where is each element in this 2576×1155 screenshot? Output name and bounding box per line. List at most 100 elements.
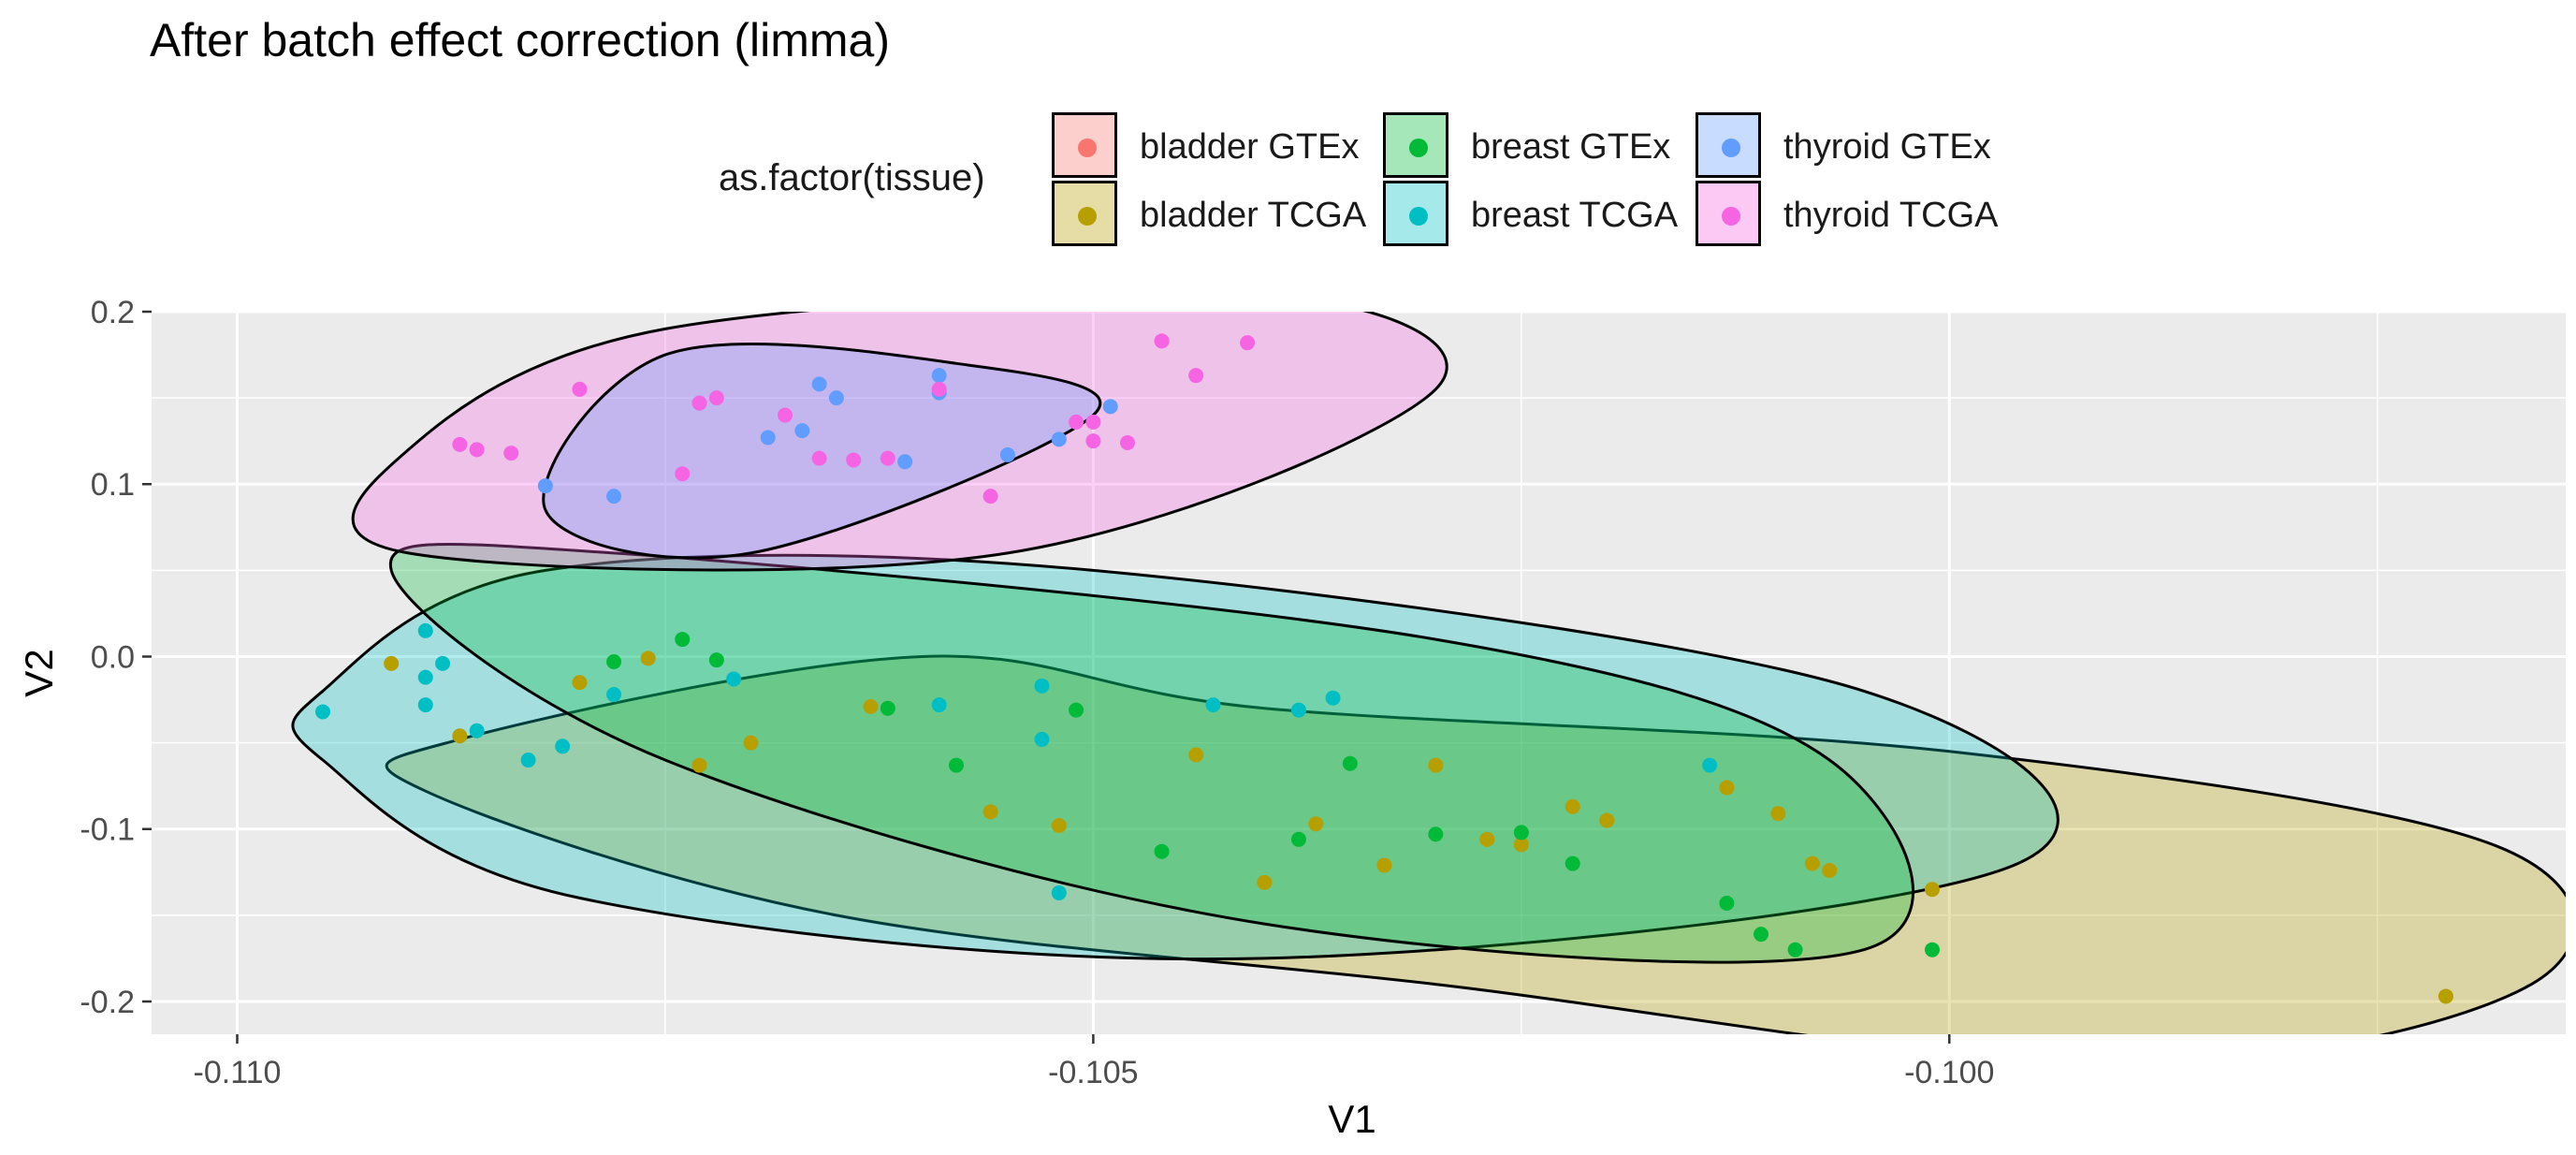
point-bladder-tcga — [1188, 747, 1204, 763]
point-thyroid-tcga — [1240, 335, 1256, 351]
point-thyroid-tcga — [1085, 414, 1101, 430]
point-breast-gtex — [1428, 826, 1444, 842]
point-bladder-tcga — [1257, 874, 1273, 890]
point-bladder-tcga — [1822, 862, 1838, 878]
legend-key-breast-gtex — [1383, 112, 1448, 178]
minor-gridlines — [152, 312, 2566, 1034]
point-bladder-tcga — [1051, 818, 1067, 834]
point-thyroid-tcga — [982, 489, 998, 504]
legend-label-bladder-gtex: bladder GTEx — [1140, 127, 1360, 167]
point-breast-tcga — [931, 697, 947, 713]
point-thyroid-tcga — [1085, 433, 1101, 449]
point-breast-gtex — [1565, 855, 1580, 871]
point-breast-tcga — [1051, 885, 1067, 900]
y-tick-label: 0.1 — [91, 467, 135, 503]
point-bladder-tcga — [1376, 857, 1392, 873]
y-axis-label: V2 — [17, 649, 61, 696]
point-breast-tcga — [417, 622, 433, 638]
point-thyroid-gtex — [931, 368, 947, 384]
point-thyroid-tcga — [1188, 368, 1204, 384]
point-thyroid-gtex — [1102, 399, 1118, 415]
legend-key-bladder-gtex — [1052, 112, 1117, 178]
x-tick-label: -0.100 — [1904, 1055, 1994, 1090]
point-thyroid-tcga — [811, 450, 827, 466]
point-thyroid-tcga — [503, 446, 519, 461]
point-bladder-tcga — [1513, 837, 1529, 853]
major-gridlines — [152, 310, 2566, 1034]
point-bladder-tcga — [1719, 780, 1735, 796]
point-thyroid-tcga — [691, 395, 707, 411]
point-breast-gtex — [1754, 927, 1768, 943]
point-bladder-tcga — [1428, 757, 1444, 773]
point-thyroid-tcga — [846, 452, 862, 468]
point-breast-tcga — [555, 738, 571, 754]
point-breast-gtex — [606, 654, 622, 670]
legend-key-bladder-tcga — [1052, 181, 1117, 246]
legend-title: as.factor(tissue) — [719, 157, 985, 198]
point-breast-gtex — [1069, 702, 1084, 718]
ellipse-thyroid-gtex — [542, 342, 1102, 560]
legend-label-thyroid-gtex: thyroid GTEx — [1783, 127, 1991, 167]
point-thyroid-tcga — [469, 442, 485, 458]
point-breast-tcga — [520, 753, 536, 768]
point-breast-tcga — [1290, 702, 1306, 718]
legend-label-thyroid-tcga: thyroid TCGA — [1783, 196, 1999, 235]
point-thyroid-gtex — [999, 446, 1015, 462]
point-thyroid-gtex — [794, 423, 810, 439]
legend-label-breast-gtex: breast GTEx — [1471, 127, 1671, 167]
point-breast-tcga — [417, 697, 433, 713]
point-thyroid-gtex — [828, 390, 844, 406]
point-bladder-tcga — [863, 698, 879, 714]
point-thyroid-gtex — [1051, 431, 1067, 447]
point-bladder-tcga — [1565, 798, 1580, 814]
point-breast-gtex — [1154, 843, 1170, 859]
point-breast-tcga — [726, 671, 742, 687]
point-bladder-tcga — [2438, 988, 2453, 1004]
point-breast-tcga — [1702, 757, 1718, 773]
point-breast-gtex — [708, 652, 724, 668]
point-thyroid-tcga — [1069, 414, 1084, 430]
point-breast-gtex — [949, 757, 964, 773]
point-breast-tcga — [417, 669, 433, 685]
y-tick-label: 0.2 — [91, 295, 135, 330]
point-breast-tcga — [1205, 697, 1221, 713]
ellipse-breast-tcga — [291, 553, 2059, 961]
point-thyroid-tcga — [931, 381, 947, 397]
x-tick-label: -0.110 — [194, 1055, 282, 1090]
point-breast-gtex — [1924, 942, 1940, 958]
point-bladder-tcga — [1599, 812, 1615, 828]
point-bladder-tcga — [452, 728, 468, 744]
point-bladder-tcga — [1770, 806, 1786, 822]
y-tick-label: -0.2 — [80, 985, 135, 1020]
point-thyroid-tcga — [1119, 435, 1135, 451]
point-breast-gtex — [1787, 942, 1803, 958]
x-tick-label: -0.105 — [1048, 1055, 1138, 1090]
legend-key-breast-tcga — [1383, 181, 1448, 246]
point-breast-tcga — [1034, 731, 1050, 747]
point-bladder-tcga — [1924, 882, 1940, 898]
legend-label-bladder-tcga: bladder TCGA — [1140, 196, 1367, 235]
point-thyroid-gtex — [760, 430, 776, 446]
axes: -0.110 -0.105 -0.100 0.2 0.1 0.0 -0.1 -0.2 — [80, 295, 1994, 1090]
point-breast-gtex — [1342, 755, 1358, 771]
data-points — [314, 333, 2453, 1004]
point-breast-tcga — [314, 704, 330, 720]
y-tick-label: -0.1 — [80, 812, 135, 848]
ellipse-breast-gtex — [388, 542, 1915, 964]
point-thyroid-gtex — [606, 489, 622, 504]
point-breast-gtex — [1719, 895, 1735, 911]
point-bladder-tcga — [743, 735, 759, 751]
point-thyroid-tcga — [452, 436, 468, 452]
plot-panel — [152, 312, 2566, 1034]
point-thyroid-tcga — [708, 390, 724, 406]
point-bladder-tcga — [1308, 816, 1324, 832]
point-breast-tcga — [1034, 678, 1050, 694]
point-breast-gtex — [1513, 825, 1529, 841]
y-tick-label: 0.0 — [91, 639, 135, 675]
legend-label-breast-tcga: breast TCGA — [1471, 196, 1679, 235]
point-breast-tcga — [606, 687, 622, 703]
point-thyroid-gtex — [811, 376, 827, 392]
point-thyroid-tcga — [572, 381, 588, 397]
point-breast-tcga — [435, 655, 451, 671]
